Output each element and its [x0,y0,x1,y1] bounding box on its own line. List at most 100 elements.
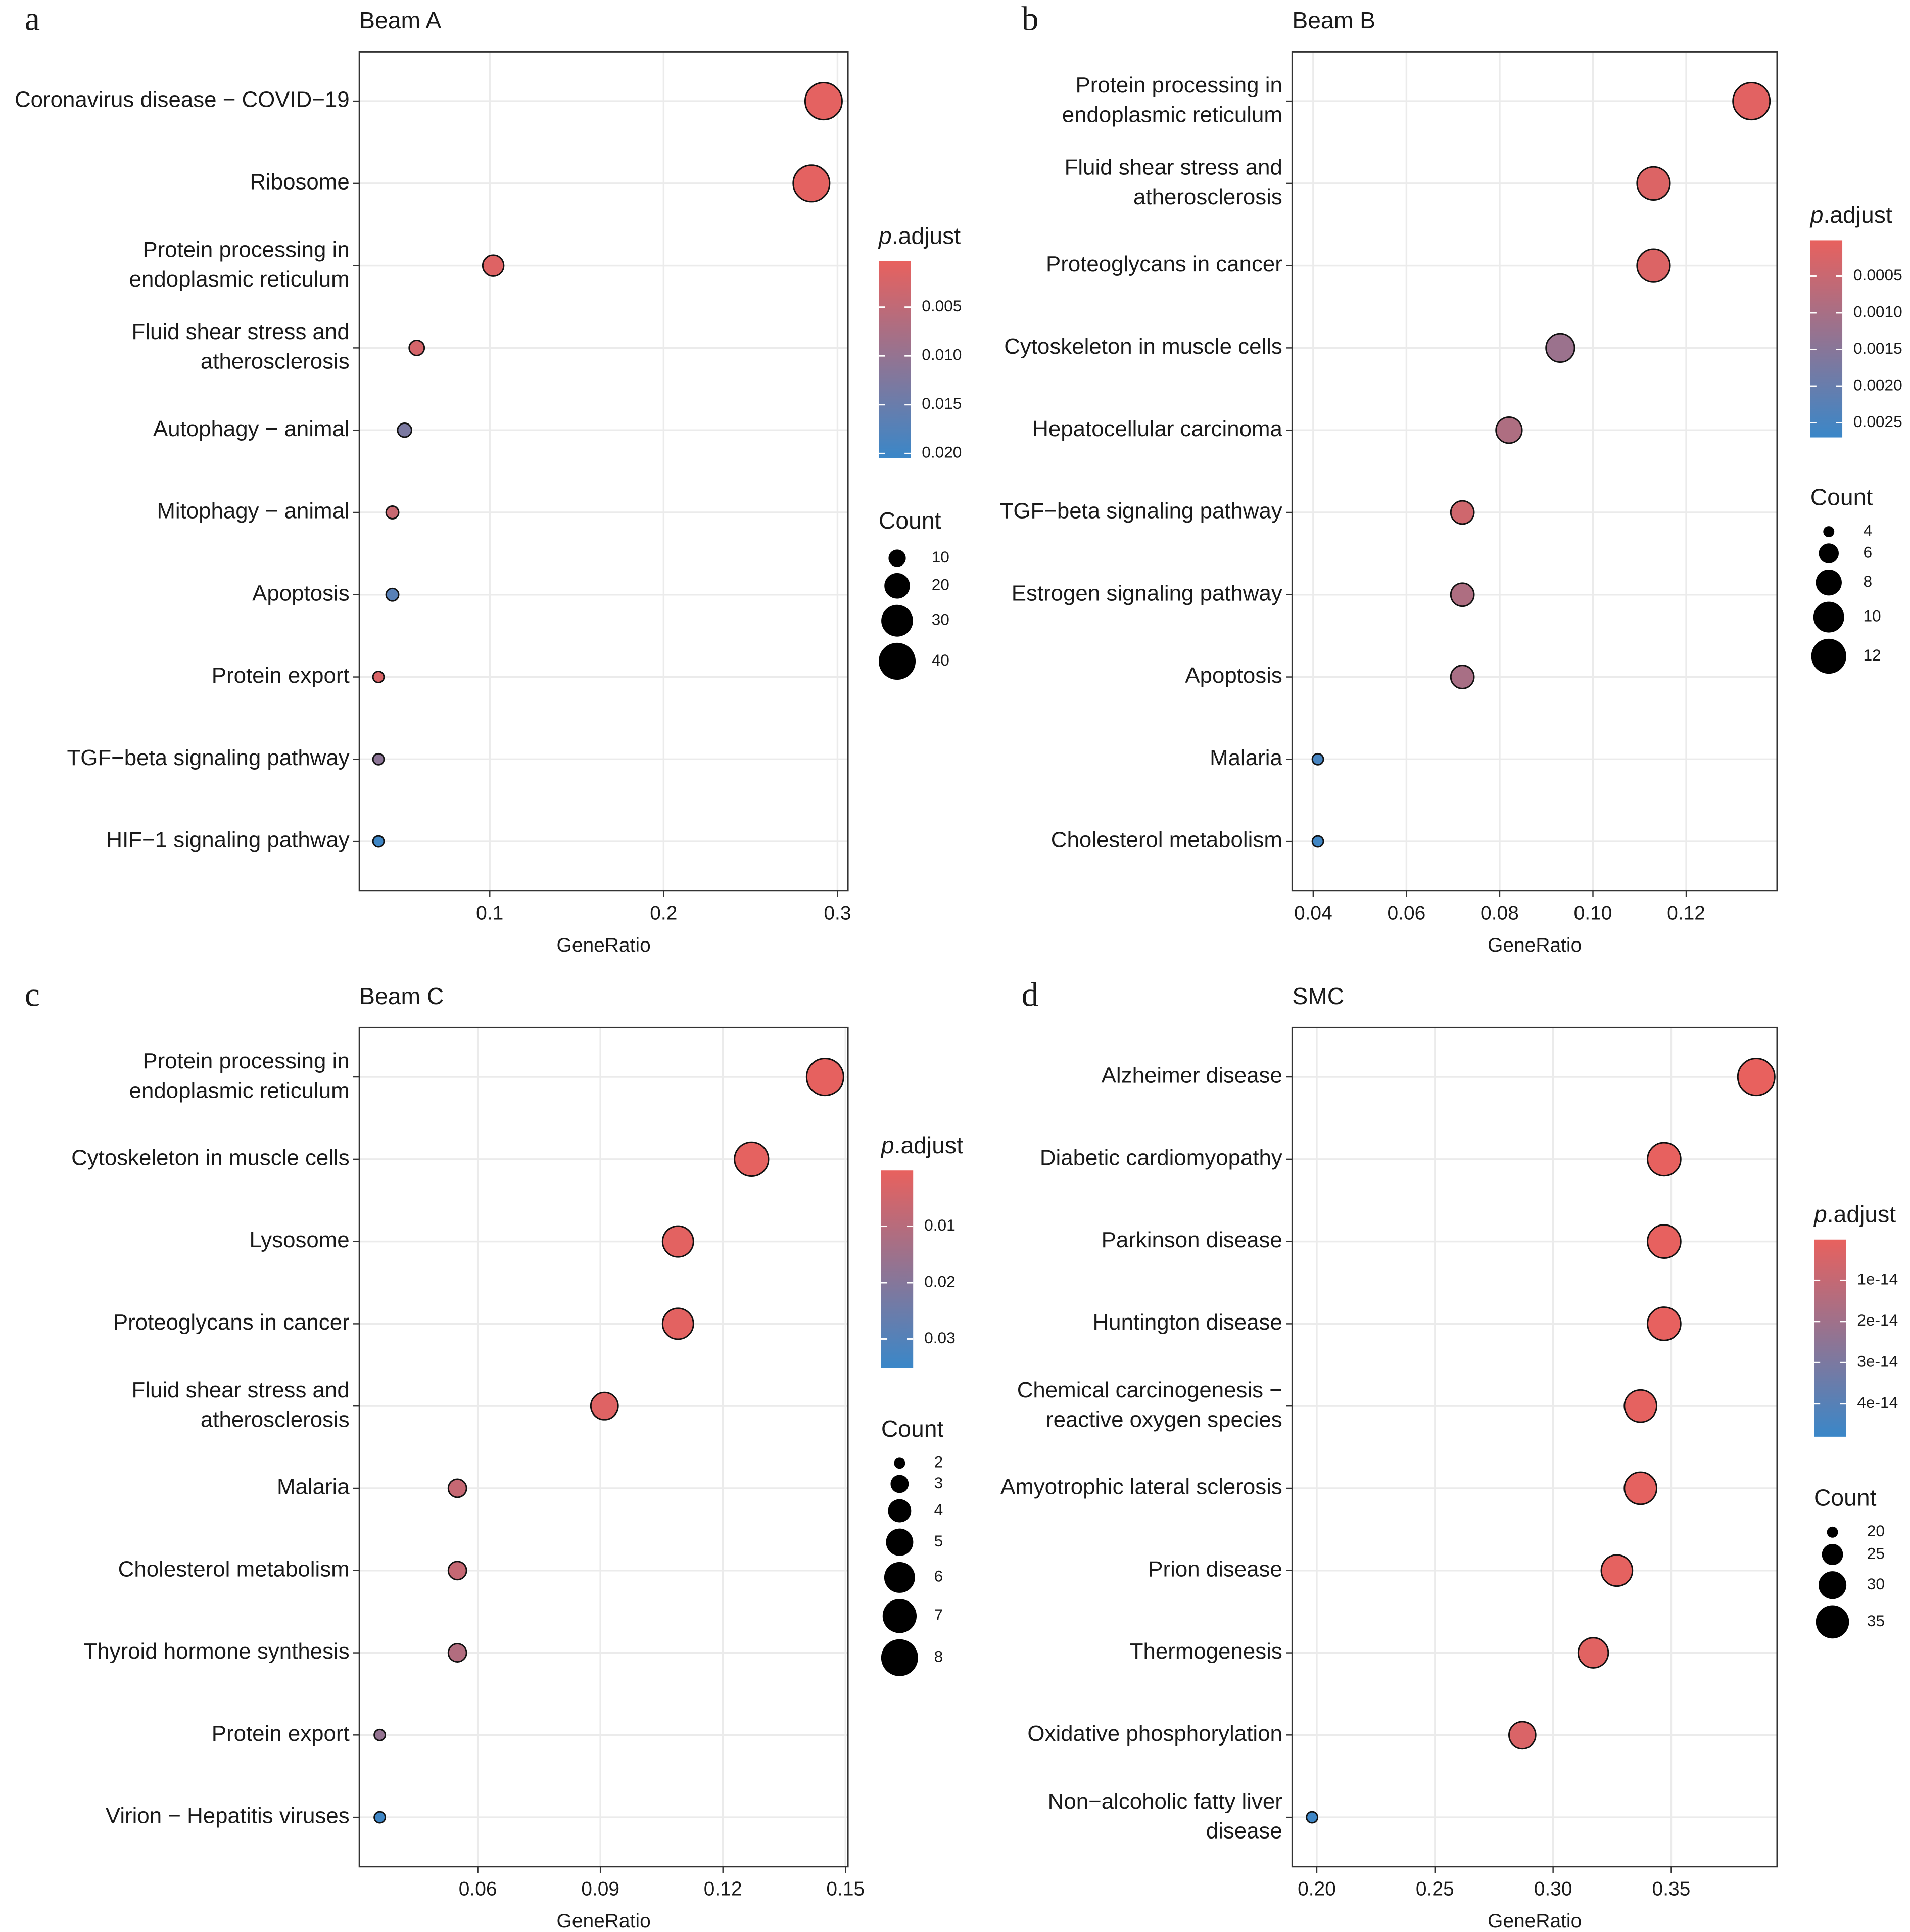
color-legend-title: p.adjust [880,1132,963,1158]
dot [661,1225,694,1258]
colorbar [1814,1239,1846,1437]
dot [1647,1142,1682,1177]
dot [1311,752,1324,766]
size-legend-key [878,642,916,680]
y-tick-label: TGF−beta signaling pathway [1000,499,1282,524]
size-legend-label: 35 [1867,1612,1885,1630]
y-tick-label: Protein processing in endoplasmic reticul… [129,1048,350,1103]
dot [734,1141,770,1177]
dot [1450,665,1475,689]
size-legend-label: 30 [1867,1575,1885,1593]
x-tick-label: 0.04 [1294,902,1332,924]
y-tick-label: Cytoskeleton in muscle cells [1004,334,1282,359]
y-tick-label: Diabetic cardiomyopathy [1040,1145,1282,1170]
size-legend-label: 7 [934,1606,943,1624]
panel-letter: a [25,0,40,38]
dot [1624,1389,1657,1423]
dot [1636,166,1671,201]
size-legend-key [884,573,910,599]
size-legend-label: 6 [934,1567,943,1585]
plot-background [359,52,848,891]
dot [661,1307,694,1340]
y-tick-label: Malaria [1210,745,1282,770]
size-legend-label: 30 [932,610,949,629]
y-tick-label: HIF−1 signaling pathway [106,828,349,853]
y-tick-label: Fluid shear stress and atherosclerosis [131,319,349,374]
colorbar-tick-label: 0.03 [924,1329,956,1347]
dot [447,1643,467,1663]
dot [804,82,843,121]
y-tick-label: Cytoskeleton in muscle cells [71,1145,350,1170]
y-tick-label: Coronavirus disease − COVID−19 [15,87,350,112]
y-tick-label: Lysosome [250,1228,350,1252]
chart-title: SMC [1292,983,1344,1009]
x-tick-label: 0.2 [650,902,677,924]
size-legend-label: 25 [1867,1544,1885,1562]
plot-background [1292,1027,1777,1867]
size-legend-key [881,1639,918,1676]
chart-title: Beam B [1292,7,1375,33]
y-tick-label: Mitophagy − animal [157,499,349,524]
dot [1508,1721,1537,1750]
x-axis-label: GeneRatio [1488,1910,1582,1932]
dot [1647,1306,1682,1341]
x-axis-label: GeneRatio [557,1910,651,1932]
y-tick-label: Thermogenesis [1130,1639,1282,1664]
dot [1450,500,1475,525]
x-tick-label: 0.1 [476,902,503,924]
colorbar [878,261,911,458]
dot [1311,835,1324,848]
size-legend-label: 2 [934,1453,943,1471]
dot [1577,1637,1609,1669]
dot [397,422,412,438]
dot [447,1478,467,1498]
size-legend-label: 3 [934,1474,943,1492]
plot-border [1291,1026,1778,1868]
size-legend-key [881,604,913,637]
size-legend-key [894,1457,905,1469]
size-legend-label: 40 [932,651,949,669]
dot [1306,1811,1319,1824]
colorbar-tick-label: 2e-14 [1857,1311,1898,1329]
size-legend-label: 8 [1863,572,1872,590]
size-legend-key [1819,1571,1847,1599]
size-legend-label: 6 [1863,543,1872,561]
x-tick-label: 0.30 [1534,1878,1572,1900]
x-tick-label: 0.15 [826,1878,865,1900]
y-tick-label: Amyotrophic lateral sclerosis [1000,1475,1282,1499]
y-tick-label: Hepatocellular carcinoma [1032,416,1282,441]
x-tick-label: 0.06 [1387,902,1425,924]
y-tick-label: Fluid shear stress and atherosclerosis [1065,155,1282,209]
dot [1732,82,1771,121]
dot [385,505,400,520]
y-tick-label: Proteoglycans in cancer [113,1310,350,1335]
dot [372,671,385,683]
y-tick-label: Oxidative phosphorylation [1027,1721,1282,1746]
dot [408,339,425,356]
dot [1624,1471,1657,1505]
y-tick-label: TGF−beta signaling pathway [67,745,349,770]
x-axis-label: GeneRatio [557,934,651,956]
size-legend-title: Count [1814,1484,1877,1511]
size-legend-label: 10 [932,548,949,566]
dot [373,1728,387,1741]
size-legend-key [888,549,906,567]
x-tick-label: 0.3 [824,902,851,924]
y-tick-label: Autophagy − animal [153,416,350,441]
y-tick-label: Apoptosis [1185,663,1282,688]
y-tick-label: Huntington disease [1093,1310,1282,1335]
y-tick-label: Ribosome [250,169,349,194]
x-tick-label: 0.09 [581,1878,619,1900]
size-legend-label: 20 [1867,1522,1885,1540]
colorbar-tick-label: 0.010 [922,346,962,364]
x-tick-label: 0.20 [1298,1878,1336,1900]
colorbar-tick-label: 0.0005 [1853,266,1902,284]
size-legend-label: 4 [934,1500,943,1519]
y-tick-label: Protein export [212,1721,350,1746]
size-legend-key [1813,601,1844,633]
plot-border [358,51,849,892]
x-tick-label: 0.12 [704,1878,742,1900]
dot [1495,416,1523,444]
dot [792,164,831,203]
